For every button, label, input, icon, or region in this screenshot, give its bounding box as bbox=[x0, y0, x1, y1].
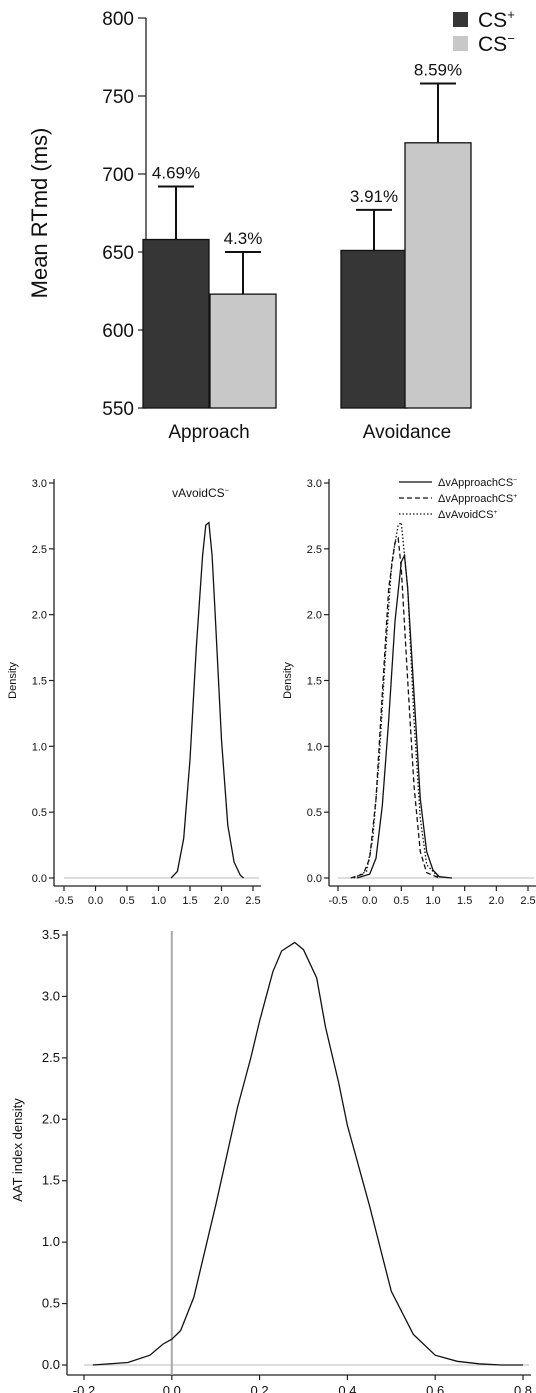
density-curve bbox=[356, 553, 453, 879]
x-tick-label: 1.5 bbox=[457, 895, 472, 907]
y-tick-label: 600 bbox=[102, 321, 134, 342]
legend-swatch bbox=[453, 12, 468, 27]
y-tick-label: 0.0 bbox=[42, 1357, 60, 1372]
y-tick-label: 750 bbox=[102, 87, 134, 108]
y-tick-label: 1.0 bbox=[42, 1234, 60, 1249]
y-tick-label: 1.5 bbox=[307, 676, 322, 688]
y-tick-label: 550 bbox=[102, 399, 134, 420]
bar-chart: 550 600 650 700 750 800 Mean RTmd (ms) 4.69% 4.3… bbox=[27, 7, 515, 443]
y-tick-label: 0.5 bbox=[32, 807, 47, 819]
density-curve bbox=[92, 941, 523, 1366]
bar bbox=[404, 142, 472, 409]
y-tick-label: 1.0 bbox=[307, 741, 322, 753]
data-label: 8.59% bbox=[414, 61, 462, 80]
density-curve bbox=[353, 521, 440, 879]
y-tick-label: 650 bbox=[102, 243, 134, 264]
bar bbox=[340, 249, 408, 409]
density-curve bbox=[350, 536, 440, 879]
legend-label: CS− bbox=[478, 31, 515, 56]
x-tick-label: 0.5 bbox=[119, 895, 134, 907]
bar bbox=[209, 293, 277, 409]
y-tick-label: 2.0 bbox=[42, 1111, 60, 1126]
x-tick-label: 2.0 bbox=[489, 895, 504, 907]
x-tick-label: 1.5 bbox=[182, 895, 197, 907]
y-tick-label: 1.0 bbox=[32, 741, 47, 753]
x-tick-label: 1.0 bbox=[151, 895, 166, 907]
y-axis-title: Density bbox=[282, 662, 294, 699]
x-tick-label: -0.5 bbox=[55, 895, 74, 907]
bar bbox=[142, 238, 210, 409]
aat-density-chart: 0.0 0.5 1.0 1.5 2.0 2.5 3.0 3.5 -0.2 0.0 0.2 0.4 0.6… bbox=[10, 927, 532, 1393]
x-tick-label: 0.0 bbox=[88, 895, 103, 907]
x-tick-label: 0.0 bbox=[362, 895, 377, 907]
y-axis-title: Mean RTmd (ms) bbox=[27, 128, 52, 299]
data-label: 4.69% bbox=[152, 163, 200, 182]
y-tick-label: 3.0 bbox=[307, 478, 322, 490]
y-tick-label: 0.5 bbox=[42, 1296, 60, 1311]
x-tick-label: 0.2 bbox=[251, 1383, 269, 1393]
x-tick-label: -0.2 bbox=[73, 1383, 95, 1393]
x-category-label: Approach bbox=[168, 422, 249, 443]
x-category-label: Avoidance bbox=[363, 422, 451, 443]
y-axis-title: Density bbox=[7, 662, 19, 699]
x-tick-label: 0.6 bbox=[426, 1383, 444, 1393]
y-tick-label: 0.5 bbox=[307, 807, 322, 819]
data-label: 4.3% bbox=[224, 229, 263, 248]
y-tick-label: 1.5 bbox=[42, 1173, 60, 1188]
x-tick-label: 2.5 bbox=[245, 895, 260, 907]
x-tick-label: 2.0 bbox=[214, 895, 229, 907]
x-tick-label: 0.8 bbox=[514, 1383, 532, 1393]
y-tick-label: 0.0 bbox=[307, 873, 322, 885]
y-tick-label: 800 bbox=[102, 9, 134, 30]
x-tick-label: 0.5 bbox=[394, 895, 409, 907]
y-tick-label: 2.5 bbox=[42, 1050, 60, 1065]
y-tick-label: 2.0 bbox=[32, 610, 47, 622]
y-tick-label: 3.0 bbox=[32, 478, 47, 490]
x-tick-label: 1.0 bbox=[425, 895, 440, 907]
legend-label: ΔvApproachCS+ bbox=[438, 493, 517, 505]
y-tick-label: 2.0 bbox=[307, 610, 322, 622]
density-chart-left: 0.0 0.5 1.0 1.5 2.0 2.5 3.0 -0.5 0.0 0.5 1.0 1.5 2.0… bbox=[7, 478, 261, 907]
y-tick-label: 2.5 bbox=[307, 544, 322, 556]
x-tick-label: -0.5 bbox=[329, 895, 348, 907]
x-tick-label: 0.0 bbox=[163, 1383, 181, 1393]
legend-swatch bbox=[453, 36, 468, 51]
legend-label: CS+ bbox=[478, 7, 515, 32]
y-tick-label: 700 bbox=[102, 165, 134, 186]
legend-label: ΔvAvoidCS+ bbox=[438, 509, 497, 521]
y-tick-label: 3.0 bbox=[42, 988, 60, 1003]
density-chart-right: 0.0 0.5 1.0 1.5 2.0 2.5 3.0 -0.5 0.0 0.5 1.0 1.5 2.0… bbox=[282, 477, 536, 907]
series-annotation: vAvoidCS− bbox=[172, 485, 229, 500]
y-axis-title: AAT index density bbox=[10, 1098, 25, 1202]
x-tick-label: 2.5 bbox=[520, 895, 535, 907]
y-tick-label: 3.5 bbox=[42, 927, 60, 942]
data-label: 3.91% bbox=[350, 187, 398, 206]
y-tick-label: 0.0 bbox=[32, 873, 47, 885]
density-curve bbox=[170, 521, 245, 879]
x-tick-label: 0.4 bbox=[338, 1383, 356, 1393]
y-tick-label: 1.5 bbox=[32, 676, 47, 688]
y-tick-label: 2.5 bbox=[32, 544, 47, 556]
legend-label: ΔvApproachCS− bbox=[438, 477, 517, 489]
